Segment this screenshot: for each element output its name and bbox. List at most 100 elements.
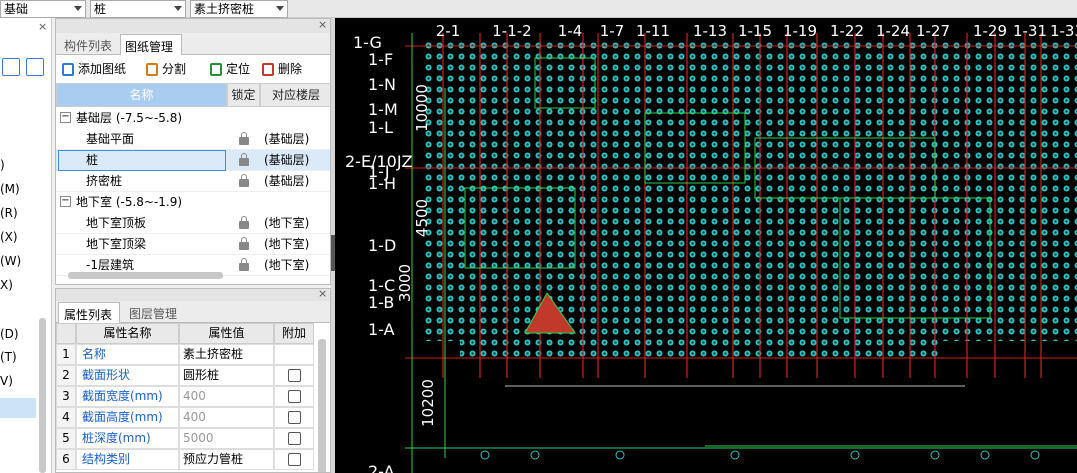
property-value[interactable]: 预应力管桩 bbox=[179, 449, 274, 470]
pile-field bbox=[425, 38, 1077, 341]
property-value[interactable]: 400 bbox=[179, 386, 274, 407]
tree-item[interactable]: V) bbox=[0, 374, 13, 388]
splitter-grip bbox=[331, 235, 335, 271]
column-header: 属性名称 bbox=[76, 323, 179, 344]
drawing-panel: × 构件列表 图纸管理 添加图纸 分割 定位 删除 名称 锁定 对应楼层 − 基础层 (-7.5~-5… bbox=[55, 18, 331, 285]
cad-canvas[interactable]: 2-1 1-1-2 1-4 1-7 1-11 1-13 1-15 1-19 1-22 1-24 1-… bbox=[335, 18, 1077, 473]
property-value[interactable]: 圆形桩 bbox=[179, 365, 274, 386]
tab[interactable]: 图纸管理 bbox=[120, 34, 182, 55]
close-button[interactable]: × bbox=[318, 18, 328, 31]
drawing-name: 基础平面 bbox=[86, 132, 135, 146]
action-button[interactable]: 分割 bbox=[162, 62, 187, 76]
expand-toggle[interactable]: − bbox=[60, 112, 71, 123]
drawing-name: -1层建筑 bbox=[86, 258, 134, 272]
outline bbox=[644, 112, 746, 184]
checkbox[interactable] bbox=[288, 390, 301, 403]
pile bbox=[850, 450, 860, 460]
lock-icon bbox=[239, 137, 249, 145]
close-button[interactable]: × bbox=[318, 288, 328, 300]
extra-cell bbox=[274, 386, 314, 407]
pile bbox=[1030, 450, 1040, 460]
drawing-floor: (基础层) bbox=[264, 153, 310, 167]
action-button[interactable]: 添加图纸 bbox=[78, 62, 127, 76]
row-axis: 1-H bbox=[368, 174, 396, 193]
row-index: 1 bbox=[56, 344, 76, 365]
tree-item[interactable]: (T) bbox=[0, 350, 17, 364]
action-button[interactable]: 定位 bbox=[226, 62, 251, 76]
outline bbox=[464, 187, 576, 269]
pile bbox=[730, 450, 740, 460]
tree-item[interactable]: (D) bbox=[0, 327, 19, 341]
corner-cell bbox=[56, 323, 76, 344]
property-value[interactable]: 素土挤密桩 bbox=[179, 344, 274, 365]
drawing-name: 挤密桩 bbox=[86, 174, 123, 188]
action-icon bbox=[210, 63, 222, 76]
lock-icon bbox=[239, 158, 249, 166]
checkbox[interactable] bbox=[288, 369, 301, 382]
dropdown[interactable]: 桩 bbox=[90, 0, 186, 18]
lock-icon bbox=[239, 179, 249, 187]
row-axis: 1-D bbox=[368, 236, 396, 255]
action-icon bbox=[262, 63, 274, 76]
drawing-row[interactable] bbox=[56, 213, 330, 234]
tree-item[interactable]: ) bbox=[0, 158, 5, 172]
dimension: 3000 bbox=[396, 264, 414, 302]
checkbox[interactable] bbox=[288, 411, 301, 424]
tab[interactable]: 图层管理 bbox=[129, 307, 178, 321]
close-button[interactable]: × bbox=[38, 20, 48, 33]
extra-cell bbox=[274, 344, 314, 365]
tree-item[interactable]: (M) bbox=[0, 182, 20, 196]
column-axis: 1-22 bbox=[830, 22, 864, 40]
tree-item[interactable]: (W) bbox=[0, 254, 22, 268]
drawing-row[interactable] bbox=[56, 234, 330, 255]
lock-shackle bbox=[241, 153, 247, 159]
checkbox[interactable] bbox=[288, 432, 301, 445]
row-index: 6 bbox=[56, 449, 76, 470]
drawing-row[interactable] bbox=[56, 171, 330, 192]
dropdown[interactable]: 基础 bbox=[0, 0, 86, 18]
lock-icon bbox=[239, 242, 249, 250]
extra-cell bbox=[274, 407, 314, 428]
tab[interactable]: 属性列表 bbox=[58, 302, 120, 323]
action-button[interactable]: 删除 bbox=[278, 62, 303, 76]
drawing-floor: (地下室) bbox=[264, 216, 310, 230]
list-icon bbox=[2, 58, 20, 76]
column-axis: 2-1 bbox=[436, 22, 461, 40]
drawing-floor: (基础层) bbox=[264, 174, 310, 188]
tab[interactable]: 构件列表 bbox=[64, 39, 113, 53]
left-panel: ×) (M) (R) (X) (W) X) (D) (T) V) bbox=[0, 18, 52, 473]
dropdown-arrow bbox=[74, 6, 82, 11]
row-axis: 2-A bbox=[368, 462, 395, 473]
row-index: 3 bbox=[56, 386, 76, 407]
expand-toggle[interactable]: − bbox=[60, 196, 71, 207]
outline bbox=[534, 57, 596, 109]
selected-item bbox=[0, 398, 36, 418]
column-axis: 1-33 bbox=[1050, 22, 1077, 40]
pile bbox=[480, 450, 490, 460]
dimension: 10200 bbox=[419, 379, 437, 427]
drawing-row[interactable] bbox=[56, 129, 330, 150]
row-axis: 1-C bbox=[368, 276, 395, 295]
column-header: 属性值 bbox=[179, 323, 274, 344]
column-header: 锁定 bbox=[227, 83, 260, 107]
tree-item[interactable]: X) bbox=[0, 278, 13, 292]
pile bbox=[530, 450, 540, 460]
dropdown[interactable]: 素土挤密桩 bbox=[190, 0, 288, 18]
dropdown-arrow bbox=[174, 6, 182, 11]
property-value[interactable]: 5000 bbox=[179, 428, 274, 449]
column-axis: 1-27 bbox=[916, 22, 950, 40]
lock-shackle bbox=[241, 258, 247, 264]
tree-item[interactable]: (R) bbox=[0, 206, 18, 220]
column-axis: 1-11 bbox=[636, 22, 670, 40]
checkbox[interactable] bbox=[288, 453, 301, 466]
column-axis: 1-29 bbox=[973, 22, 1007, 40]
tree-item[interactable]: (X) bbox=[0, 230, 18, 244]
group-row[interactable]: 基础层 (-7.5~-5.8) bbox=[76, 111, 183, 125]
property-value[interactable]: 400 bbox=[179, 407, 274, 428]
column-header: 附加 bbox=[274, 323, 314, 344]
pile bbox=[615, 450, 625, 460]
group-row[interactable]: 地下室 (-5.8~-1.9) bbox=[76, 195, 183, 209]
column-axis: 1-31 bbox=[1013, 22, 1047, 40]
row-index: 5 bbox=[56, 428, 76, 449]
